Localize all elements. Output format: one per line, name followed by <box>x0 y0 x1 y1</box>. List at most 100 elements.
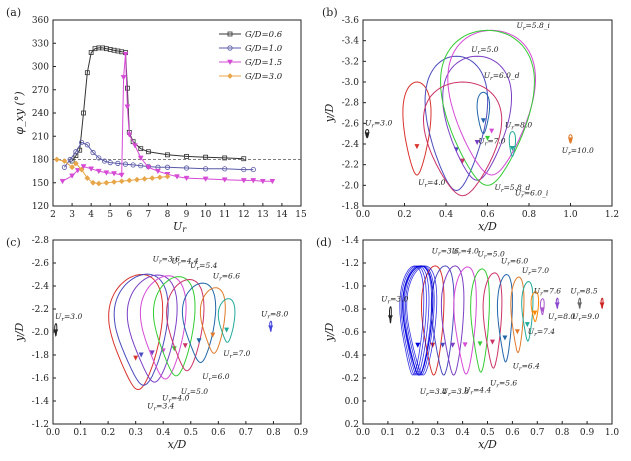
orbit-curve <box>539 298 545 316</box>
orbit-label: Ur=5.0 <box>181 387 208 398</box>
x-tick-label: 12 <box>238 210 249 220</box>
y-tick-label: -0.6 <box>342 328 360 338</box>
orbit-arrow <box>480 118 486 124</box>
orbit-curve <box>578 297 582 309</box>
data-point <box>84 175 91 182</box>
y-tick-label: 270 <box>32 86 49 96</box>
orbit-arrow <box>502 335 508 341</box>
orbit-curve <box>126 274 178 383</box>
data-point <box>61 164 68 170</box>
x-tick-label: 0.8 <box>555 428 570 438</box>
orbit-label: Ur=5.8_i <box>517 21 551 32</box>
orbit-curve <box>181 282 217 364</box>
orbit-7 <box>482 272 503 369</box>
data-point <box>149 175 156 182</box>
orbit-2 <box>424 55 489 192</box>
x-tick-label: 0.1 <box>381 428 395 438</box>
y-tick-label: 180 <box>32 156 49 166</box>
x-tick-label: 0.0 <box>356 428 371 438</box>
y-tick-label: -1.0 <box>342 282 360 292</box>
panel-tag: (d) <box>316 236 332 249</box>
x-tick-label: 3 <box>69 210 75 220</box>
x-tick-label: 2 <box>50 210 56 220</box>
data-point <box>126 177 133 184</box>
orbit-arrow <box>415 342 421 348</box>
x-axis-label: x/D <box>168 438 187 451</box>
y-tick-label: -2.0 <box>342 181 360 191</box>
data-point <box>222 166 228 172</box>
orbit-label: Ur=6.6 <box>213 272 240 283</box>
orbit-curve <box>421 265 445 376</box>
data-point <box>269 178 276 185</box>
y-tick-label: -1.2 <box>342 259 359 269</box>
orbit-label: Ur=7.6 <box>534 287 561 298</box>
orbit-label: Ur=7.0 <box>478 137 505 148</box>
y-tick-label: -1.2 <box>32 420 49 430</box>
panel-a: (a) 2 3 4 5 6 7 8 9 10 11 12 13 14 15 120 150 180 210 240 27… <box>6 6 307 234</box>
x-tick-label: 0.1 <box>73 428 87 438</box>
orbit-1 <box>108 273 164 391</box>
data-point <box>202 176 209 182</box>
x-tick-label: 14 <box>276 210 288 220</box>
y-tick-label: -2.4 <box>32 282 50 292</box>
panel-tag: (a) <box>6 6 21 19</box>
orbit-arrow <box>171 346 177 352</box>
data-point <box>156 174 163 181</box>
y-axis-label: φ_xy (°) <box>13 91 26 134</box>
data-point <box>53 156 60 163</box>
x-tick-label: 0.0 <box>356 210 371 220</box>
data-point <box>174 174 180 180</box>
orbit-arrow <box>268 325 274 331</box>
data-point <box>95 168 102 175</box>
series-line <box>62 54 273 182</box>
orbit-arrow <box>599 302 605 308</box>
x-tick-label: 1.2 <box>605 210 619 220</box>
orbit-4 <box>139 275 187 380</box>
data-point <box>141 175 148 182</box>
orbit-curve <box>476 91 491 135</box>
y-tick-label: -0.4 <box>342 351 360 361</box>
data-point <box>96 155 102 161</box>
orbit-band <box>406 265 438 376</box>
series-3 <box>53 156 171 187</box>
data-point <box>118 172 125 179</box>
orbit-10 <box>268 320 274 332</box>
y-tick-label: -3.6 <box>342 16 360 26</box>
orbit-band <box>403 265 432 376</box>
orbit-arrow <box>509 145 515 151</box>
data-point <box>183 175 190 182</box>
data-point <box>61 158 68 165</box>
y-tick-label: 150 <box>32 179 49 189</box>
data-point <box>67 156 73 163</box>
y-tick-label: -2.2 <box>32 305 49 315</box>
orbit-arrow <box>577 302 583 308</box>
orbit-arrow <box>450 342 456 348</box>
orbit-arrow <box>364 132 370 138</box>
x-tick-label: 0.6 <box>505 428 520 438</box>
orbit-label: Ur=4.0 <box>452 246 479 257</box>
orbit-curve <box>440 265 465 376</box>
orbit-label: Ur=5.0 <box>471 45 498 56</box>
orbit-curve <box>470 268 490 373</box>
data-point <box>80 164 87 170</box>
data-point <box>81 110 86 116</box>
data-point <box>118 178 125 185</box>
orbit-arrow <box>477 341 483 347</box>
orbit-label: Ur=6.0_d <box>484 71 520 82</box>
orbit-0 <box>364 129 370 139</box>
orbit-curve <box>440 29 535 186</box>
orbit-8 <box>199 287 226 354</box>
orbit-2 <box>113 273 169 386</box>
orbit-label: Ur=5.4 <box>190 261 217 272</box>
orbit-6 <box>166 278 205 372</box>
series-1 <box>61 139 256 173</box>
orbit-1 <box>402 81 432 176</box>
y-axis-label: y/D <box>13 322 26 342</box>
orbit-curve <box>496 273 513 363</box>
orbit-curve <box>153 276 196 377</box>
x-tick-label: 0.6 <box>211 428 226 438</box>
data-point <box>130 162 136 168</box>
data-point <box>259 178 266 185</box>
data-point <box>124 104 131 110</box>
y-tick-label: -0.8 <box>342 305 360 315</box>
